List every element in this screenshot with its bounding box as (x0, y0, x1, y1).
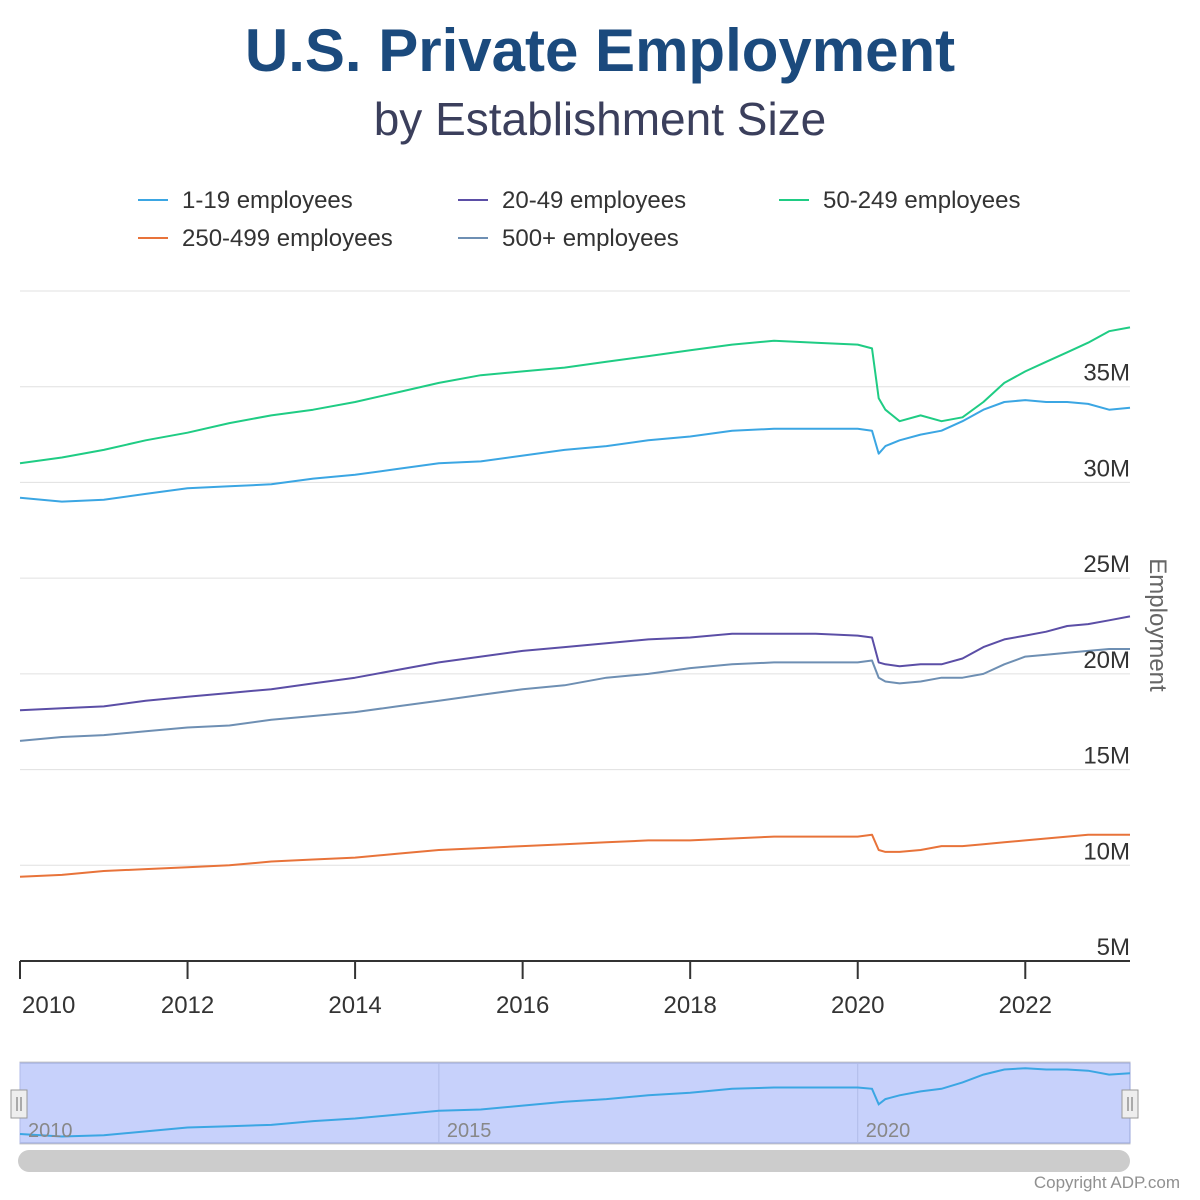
legend-swatch-500-plus (458, 236, 488, 239)
x-tick-label: 2014 (328, 992, 381, 1019)
right-handle-box[interactable] (1121, 1089, 1139, 1119)
navigator-label: 2015 (447, 1120, 492, 1142)
y-axis-title: Employment (1144, 558, 1171, 692)
series-lines (19, 326, 1131, 878)
legend-label-1-19: 1-19 employees (182, 187, 353, 214)
x-tick-label: 2012 (161, 992, 214, 1019)
legend-item-250-499[interactable]: 250-499 employees (138, 225, 393, 253)
x-axis: 2010 2012 2014 2016 2018 2020 2022 (19, 960, 1130, 1019)
series-line-50-249[interactable] (19, 326, 1131, 465)
navigator-labels: 2010 2015 2020 (28, 1120, 910, 1142)
chart-subtitle: by Establishment Size (373, 93, 827, 145)
navigator-label: 2010 (28, 1120, 73, 1142)
grid-lines (20, 290, 1130, 866)
navigator-right-handle[interactable] (1121, 1089, 1139, 1119)
y-axis: 5M 10M 15M 20M 25M 30M 35M (1083, 360, 1130, 961)
legend-item-500-plus[interactable]: 500+ employees (458, 225, 679, 253)
legend-label-50-249: 50-249 employees (823, 187, 1021, 214)
left-handle-box[interactable] (10, 1089, 28, 1119)
y-tick-label: 15M (1083, 743, 1130, 770)
series-line-1-19[interactable] (19, 399, 1131, 503)
legend-swatch-1-19 (138, 198, 168, 201)
legend-label-500-plus: 500+ employees (502, 225, 679, 252)
navigator-series-line (19, 1067, 1131, 1138)
legend-label-250-499: 250-499 employees (182, 225, 393, 252)
series-line-20-49[interactable] (19, 615, 1131, 712)
x-tick-label: 2022 (999, 992, 1052, 1019)
y-tick-label: 25M (1083, 551, 1130, 578)
navigator-label: 2020 (866, 1120, 911, 1142)
y-tick-label: 35M (1083, 360, 1130, 387)
navigator-selected-range[interactable] (19, 1062, 1131, 1144)
legend-item-1-19[interactable]: 1-19 employees (138, 187, 353, 215)
legend-item-50-249[interactable]: 50-249 employees (779, 187, 1020, 215)
legend-swatch-250-499 (138, 236, 168, 239)
y-tick-label: 10M (1083, 838, 1130, 865)
y-tick-label: 30M (1083, 455, 1130, 482)
y-tick-label: 5M (1097, 934, 1130, 961)
navigator-scrollbar[interactable] (18, 1150, 1130, 1172)
x-tick-label: 2018 (663, 992, 716, 1019)
x-tick-label: 2016 (496, 992, 549, 1019)
x-tick-label: 2020 (831, 992, 884, 1019)
y-tick-label: 20M (1083, 647, 1130, 674)
x-tick-label: 2010 (22, 992, 75, 1019)
copyright-text: Copyright ADP.com (1033, 1173, 1180, 1192)
navigator-left-handle[interactable] (10, 1089, 28, 1119)
series-line-250-499[interactable] (19, 833, 1130, 878)
legend-item-20-49[interactable]: 20-49 employees (458, 187, 686, 215)
range-navigator[interactable]: 2010 2015 2020 (10, 1061, 1139, 1172)
legend-swatch-20-49 (458, 198, 488, 201)
series-line-500-plus[interactable] (19, 648, 1130, 742)
legend-swatch-50-249 (779, 198, 809, 201)
legend-label-20-49: 20-49 employees (502, 187, 687, 214)
chart-title: U.S. Private Employment (244, 17, 956, 84)
